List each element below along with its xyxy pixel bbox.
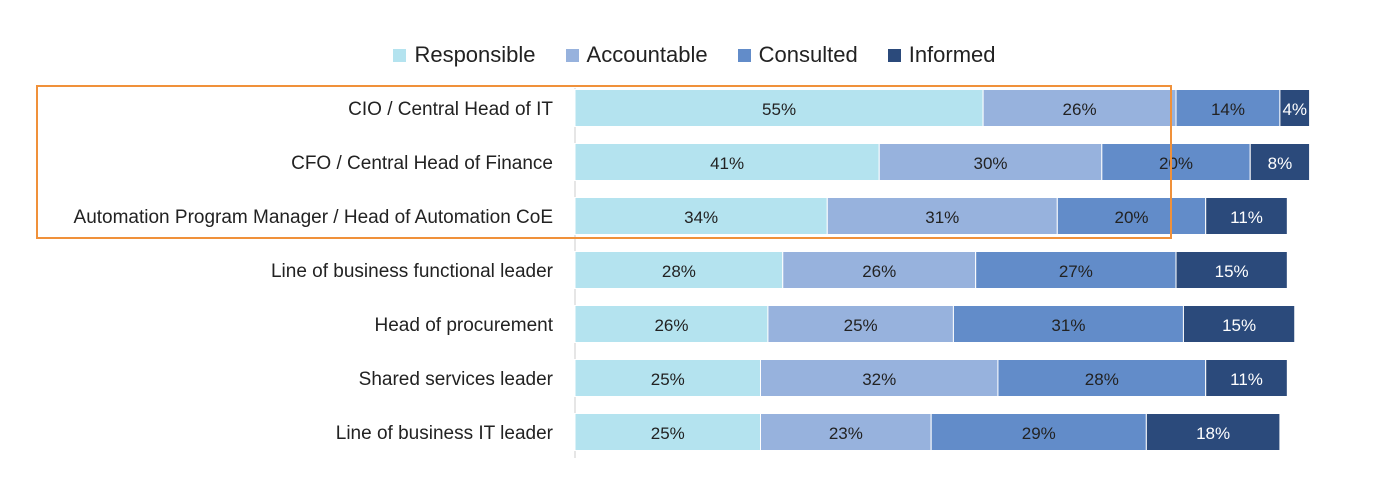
data-label: 29% [1022,424,1056,443]
data-label: 28% [662,262,696,281]
bar-segment [1175,251,1288,289]
category-label: CFO / Central Head of Finance [291,153,553,174]
data-label: 26% [862,262,896,281]
data-label: 28% [1085,370,1119,389]
bar-segment [1205,359,1288,397]
bar-segment [1101,143,1251,181]
data-label: 31% [925,208,959,227]
data-label: 34% [684,208,718,227]
category-label: Head of procurement [375,315,554,336]
data-label: 20% [1159,154,1193,173]
bar-segment [574,143,880,181]
legend-swatch [565,48,579,62]
data-label: 11% [1230,208,1263,227]
data-label: 18% [1196,424,1230,443]
data-label: 25% [844,316,878,335]
data-label: 25% [651,424,685,443]
data-label: 14% [1211,100,1245,119]
category-label: Line of business IT leader [336,423,554,444]
bar-segment [782,251,977,289]
legend-swatch [737,48,751,62]
data-label: 30% [974,154,1008,173]
data-label: 8% [1268,154,1293,173]
data-label: 23% [829,424,863,443]
data-label: 26% [1063,100,1097,119]
bar-segment [1056,197,1207,235]
bar-segment [760,413,932,451]
bar-segment [574,89,984,127]
legend-item: Accountable [565,42,708,68]
data-label: 11% [1230,370,1263,389]
bar-segment [1279,89,1311,127]
data-label: 55% [762,100,796,119]
bar-segment [826,197,1058,235]
data-label: 15% [1222,316,1256,335]
legend-swatch [393,48,407,62]
bar-segment [997,359,1207,397]
data-label: 32% [862,370,896,389]
data-label: 41% [710,154,744,173]
bar-segment [975,251,1177,289]
bar-segment [574,197,828,235]
data-label: 20% [1114,208,1148,227]
data-label: 4% [1282,100,1307,119]
legend-label: Consulted [758,42,858,67]
category-label: Automation Program Manager / Head of Aut… [74,207,553,228]
category-label: Shared services leader [359,369,554,390]
data-label: 27% [1059,262,1093,281]
legend-item: Consulted [737,42,858,68]
bar-segment [1182,305,1296,343]
legend-label: Responsible [414,42,536,67]
legend-label: Accountable [586,42,708,67]
bar-segment [767,305,954,343]
bar-segment [1145,413,1281,451]
highlight-box [36,85,1172,239]
data-label: 25% [651,370,685,389]
category-label: Line of business functional leader [271,261,554,282]
bar-segment [930,413,1147,451]
legend: Responsible Accountable Consulted Informed [0,42,1379,68]
legend-label: Informed [908,42,996,67]
legend-item: Informed [887,42,996,68]
bar-segment [1205,197,1288,235]
bar-segment [878,143,1103,181]
legend-item: Responsible [393,42,536,68]
category-label: CIO / Central Head of IT [348,99,553,120]
data-label: 31% [1051,316,1085,335]
legend-swatch [887,48,901,62]
data-label: 15% [1215,262,1249,281]
bar-segment [1175,89,1281,127]
bar-segment [982,89,1177,127]
bar-segment [574,413,761,451]
bar-segment [1249,143,1311,181]
bar-segment [574,359,761,397]
data-label: 26% [654,316,688,335]
